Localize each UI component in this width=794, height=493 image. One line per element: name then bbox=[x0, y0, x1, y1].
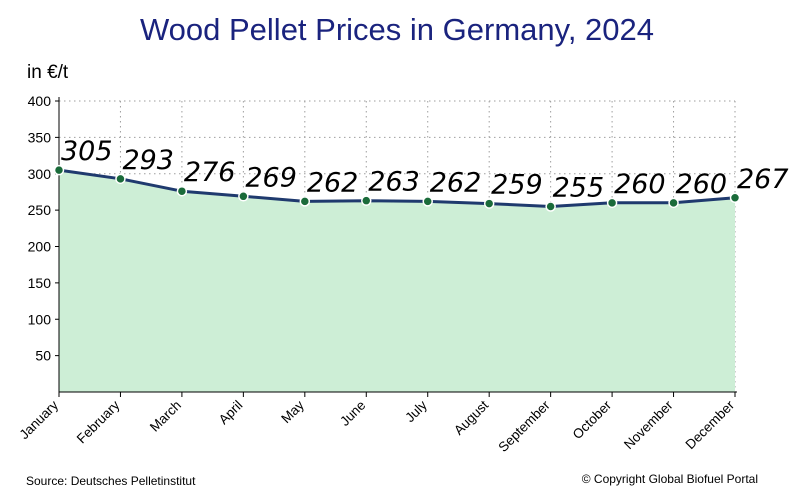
data-label: 260 bbox=[614, 169, 666, 200]
x-tick-labels: January February March April May June July Augu… bbox=[17, 397, 738, 455]
data-point bbox=[729, 192, 741, 204]
y-tick-label: 150 bbox=[28, 275, 52, 291]
x-tick-label: December bbox=[682, 397, 737, 452]
y-tick-label: 300 bbox=[28, 166, 52, 182]
x-tick-label: November bbox=[621, 397, 676, 452]
data-label: 293 bbox=[122, 145, 174, 176]
y-tick-label: 50 bbox=[35, 348, 51, 364]
y-tick-labels: 50 100 150 200 250 300 350 400 bbox=[28, 93, 52, 364]
data-point bbox=[422, 196, 433, 207]
data-point bbox=[53, 164, 65, 176]
y-tick-label: 200 bbox=[28, 239, 52, 255]
data-label: 269 bbox=[245, 162, 297, 193]
price-area-fill bbox=[59, 170, 735, 392]
data-labels: 305 293 276 269 262 263 262 259 255 260 260 267 bbox=[61, 136, 789, 203]
data-label: 263 bbox=[368, 167, 420, 198]
data-point bbox=[176, 185, 188, 197]
x-tick-label: September bbox=[495, 397, 553, 455]
x-tick-label: February bbox=[74, 397, 123, 446]
data-point bbox=[361, 195, 372, 206]
price-line bbox=[58, 168, 736, 208]
x-tick-label: March bbox=[147, 398, 184, 435]
data-label: 259 bbox=[491, 170, 543, 201]
axes bbox=[55, 97, 737, 397]
copyright-note: © Copyright Global Biofuel Portal bbox=[581, 472, 758, 486]
x-tick-label: April bbox=[216, 398, 246, 428]
data-label: 262 bbox=[430, 167, 482, 198]
chart-title: Wood Pellet Prices in Germany, 2024 bbox=[139, 12, 655, 47]
x-tick-label: January bbox=[17, 397, 62, 442]
y-tick-label: 100 bbox=[28, 311, 52, 327]
x-tick-label: October bbox=[570, 397, 615, 442]
data-markers bbox=[53, 164, 741, 212]
data-label: 262 bbox=[307, 167, 359, 198]
data-point bbox=[545, 201, 556, 212]
y-tick-label: 350 bbox=[28, 129, 52, 145]
x-tick-label: June bbox=[337, 398, 368, 429]
data-point bbox=[238, 191, 249, 202]
data-label: 267 bbox=[737, 164, 789, 195]
x-tick-label: May bbox=[278, 397, 307, 426]
y-tick-label: 250 bbox=[28, 202, 52, 218]
data-label: 276 bbox=[184, 157, 236, 188]
data-point bbox=[668, 197, 679, 209]
data-label: 260 bbox=[676, 169, 728, 200]
source-note: Source: Deutsches Pelletinstitut bbox=[26, 474, 196, 488]
y-axis-unit-label: in €/t bbox=[27, 62, 69, 83]
data-point bbox=[606, 197, 618, 209]
data-label: 255 bbox=[553, 172, 605, 203]
data-point bbox=[483, 198, 495, 209]
data-point bbox=[115, 173, 126, 185]
data-label: 305 bbox=[61, 136, 113, 167]
y-tick-label: 400 bbox=[28, 93, 52, 109]
x-tick-label: August bbox=[451, 397, 492, 438]
x-tick-label: July bbox=[402, 397, 430, 425]
data-point bbox=[299, 196, 311, 207]
